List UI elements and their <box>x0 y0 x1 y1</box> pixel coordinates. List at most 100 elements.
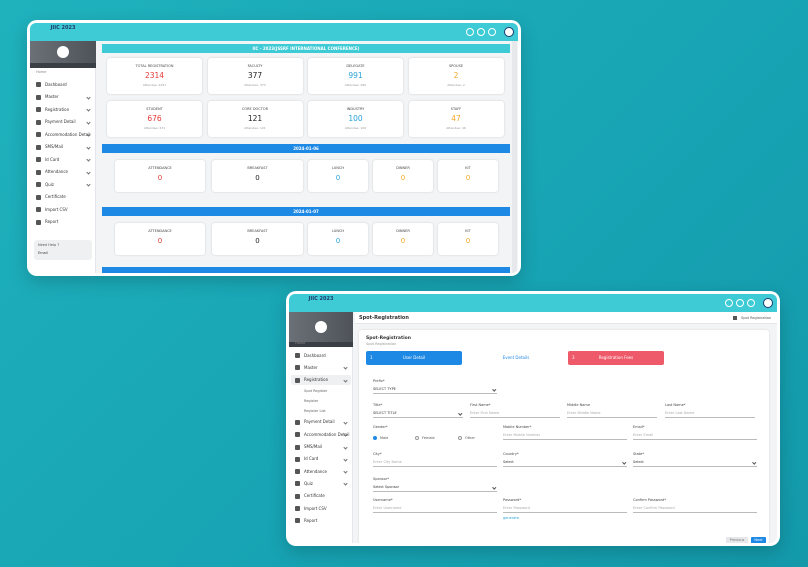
header-icon[interactable] <box>466 28 474 36</box>
nav-icon <box>295 419 300 425</box>
stat-sub: Attendee: 46 <box>446 126 466 130</box>
nav-item[interactable]: Dashboard <box>304 352 326 358</box>
input[interactable]: Enter Last Name <box>665 410 755 418</box>
stat-card: STAFF 47 Attendee: 46 <box>408 101 504 137</box>
stat-label: TOTAL REGISTRATION <box>135 64 174 68</box>
nav-item[interactable]: Certificate <box>45 194 66 199</box>
previous-button[interactable]: Previous <box>726 537 748 543</box>
step[interactable]: Event Details <box>468 351 564 365</box>
meal-value: 0 <box>255 174 260 182</box>
nav-icon <box>295 506 300 511</box>
nav-item[interactable]: Attendance <box>45 169 68 174</box>
nav-item[interactable]: Registration <box>45 106 70 112</box>
nav-subitem[interactable]: Spot Register <box>304 389 328 394</box>
registration-app: JIIC 2023 Home Dashboard Master Registration… <box>289 294 777 543</box>
input[interactable]: Enter Email <box>633 432 757 440</box>
input[interactable]: Enter Middle Name <box>567 410 657 418</box>
field-label: Confirm Password* <box>633 498 667 502</box>
stat-card: DELEGATE 991 Attendee: 990 <box>308 58 403 94</box>
nav-item[interactable]: Import CSV <box>45 206 68 212</box>
select[interactable]: SELECT TITLE <box>373 410 463 418</box>
avatar[interactable] <box>504 27 514 37</box>
nav-icon <box>36 194 41 200</box>
stat-sub: Attendee: 990 <box>344 83 367 87</box>
radio[interactable] <box>415 436 419 440</box>
field-label: Title* <box>373 403 383 407</box>
placeholder: Enter Last Name <box>665 411 695 415</box>
nav-icon <box>295 493 300 499</box>
radio[interactable] <box>373 436 377 440</box>
meal-value: 0 <box>157 237 163 245</box>
input[interactable]: Enter Confirm Password <box>633 505 757 513</box>
field-label: Email* <box>633 425 645 429</box>
next-button[interactable]: Next <box>751 537 766 543</box>
nav-item[interactable]: Report <box>304 517 318 523</box>
radio-label: Other <box>465 435 475 440</box>
nav-item[interactable]: Registration <box>304 377 329 383</box>
placeholder: Enter Middle Name <box>567 411 601 415</box>
nav-icon <box>295 432 300 438</box>
stat-label: SPOUSE <box>448 64 464 68</box>
meal-card: LUNCH 0 <box>308 160 368 192</box>
nav-item[interactable]: Attendance <box>304 468 327 474</box>
field-label: Middle Name <box>567 403 590 407</box>
meal-card: ATTENDANCE 0 <box>115 223 205 255</box>
input[interactable]: Enter City Name <box>373 459 497 467</box>
sidebar-strip <box>289 342 353 347</box>
step[interactable]: 3 Registration Fees <box>568 351 664 365</box>
logo: JIIC 2023 <box>308 296 334 302</box>
nav-item[interactable]: Master <box>45 94 59 99</box>
step[interactable]: 1 User Detail <box>366 351 462 365</box>
header-icon[interactable] <box>488 28 496 36</box>
input[interactable]: Enter Password <box>503 505 627 513</box>
select[interactable]: Select <box>503 459 627 467</box>
header-icon[interactable] <box>477 28 485 36</box>
nav-item[interactable]: Payment Detail <box>45 119 76 124</box>
input[interactable]: Enter First Name <box>470 410 560 418</box>
nav-item[interactable]: Payment Detail <box>304 419 335 425</box>
nav-item[interactable]: Quiz <box>304 480 313 486</box>
nav-item[interactable]: Accommodation Detail <box>45 131 91 137</box>
nav-item[interactable]: Quiz <box>45 181 54 187</box>
step-number: 3 <box>572 355 575 360</box>
select[interactable]: Select Sponsor <box>373 484 497 492</box>
nav-item[interactable]: Id Card <box>304 456 319 462</box>
input[interactable]: Enter Mobile Number <box>503 432 627 440</box>
nav-item[interactable]: SMS/Mail <box>45 144 64 149</box>
nav-item[interactable]: Master <box>304 364 318 370</box>
stat-card: FACULTY 377 Attendee: 373 <box>207 58 303 94</box>
stat-card: TOTAL REGISTRATION 2314 Attendee: 2297 <box>107 58 202 94</box>
header-icon[interactable] <box>747 299 755 307</box>
nav-subitem[interactable]: Register <box>304 399 319 404</box>
nav-item[interactable]: Id Card <box>45 156 60 162</box>
avatar[interactable] <box>763 298 773 308</box>
nav-item[interactable]: Certificate <box>304 493 325 499</box>
select[interactable]: Select <box>633 459 757 467</box>
registration-window: JIIC 2023 Home Dashboard Master Registration… <box>286 291 780 546</box>
meal-label: KIT <box>465 229 471 233</box>
dashboard-app: JIIC 2023 Home Dashboard Master Registration… <box>30 23 518 273</box>
meal-label: BREAKFAST <box>247 229 268 233</box>
meal-value: 0 <box>400 174 406 182</box>
meal-card: KIT 0 <box>438 223 498 255</box>
breadcrumb[interactable]: Spot Registration <box>741 315 772 320</box>
step-label: Registration Fees <box>598 355 634 360</box>
header-icon[interactable] <box>736 299 744 307</box>
nav-item[interactable]: Accommodation Detail <box>304 431 350 437</box>
nav-item[interactable]: Dashboard <box>45 81 67 87</box>
stat-sub: Attendee: 100 <box>344 126 367 130</box>
nav-item[interactable]: SMS/Mail <box>304 444 323 449</box>
generate-link[interactable]: generate <box>503 516 519 520</box>
input[interactable]: Enter Username <box>373 505 497 513</box>
nav-item[interactable]: Report <box>45 219 59 224</box>
select[interactable]: SELECT TYPE <box>373 386 497 394</box>
page-title-bar <box>355 312 777 324</box>
nav-subitem[interactable]: Register List <box>304 409 326 414</box>
radio[interactable] <box>458 436 462 440</box>
header-icon[interactable] <box>725 299 733 307</box>
nav-item[interactable]: Import CSV <box>304 505 327 511</box>
banner: IIC - 2023(JSSRF INTERNATIONAL CONFERENC… <box>102 44 510 53</box>
nav-icon <box>36 119 41 125</box>
meal-label: DINNER <box>396 229 410 233</box>
